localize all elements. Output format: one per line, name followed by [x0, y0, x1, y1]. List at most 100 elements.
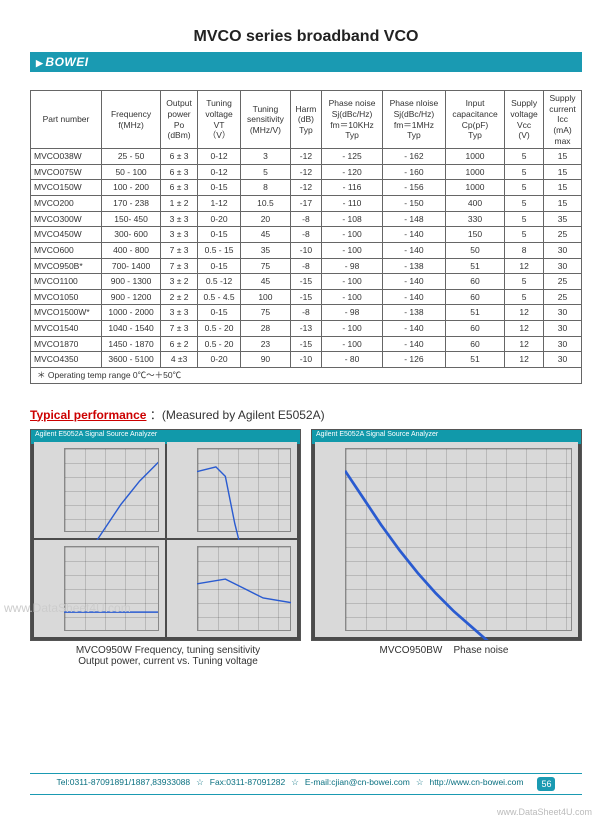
table-cell: 0.5 - 20 — [197, 321, 240, 337]
caption-right-desc: Phase noise — [453, 645, 508, 656]
table-cell: 30 — [544, 336, 582, 352]
table-cell: 330 — [445, 211, 504, 227]
table-cell: MVCO450W — [31, 227, 102, 243]
table-row: MVCO038W25 - 506 ± 30-123-12- 125- 16210… — [31, 149, 582, 165]
table-cell: 51 — [445, 305, 504, 321]
table-cell: 900 - 1300 — [101, 274, 160, 290]
table-cell: 35 — [241, 242, 291, 258]
table-cell: -15 — [290, 336, 321, 352]
table-cell: 3 — [241, 149, 291, 165]
chart-right-body — [315, 442, 578, 637]
table-cell: 23 — [241, 336, 291, 352]
table-cell: 3 ± 3 — [161, 211, 198, 227]
table-cell: 28 — [241, 321, 291, 337]
table-cell: 10.5 — [241, 196, 291, 212]
table-cell: 60 — [445, 336, 504, 352]
page-footer: Tel:0311-87091891/1887,83933088 ☆ Fax:03… — [30, 773, 582, 795]
table-cell: -10 — [290, 242, 321, 258]
table-cell: 50 — [445, 242, 504, 258]
brand-logo: BOWEI — [36, 55, 89, 69]
table-cell: 30 — [544, 258, 582, 274]
table-cell: - 140 — [382, 227, 445, 243]
table-cell: -8 — [290, 227, 321, 243]
table-cell: MVCO1870 — [31, 336, 102, 352]
table-cell: 5 — [241, 164, 291, 180]
table-col-header: Supply voltage Vcc (V) — [505, 91, 544, 149]
table-cell: 5 — [505, 149, 544, 165]
table-cell: 45 — [241, 274, 291, 290]
table-cell: 6 ± 3 — [161, 149, 198, 165]
table-cell: 7 ± 3 — [161, 258, 198, 274]
footer-web: http://www.cn-bowei.com — [429, 777, 523, 791]
table-cell: 12 — [505, 258, 544, 274]
table-cell: - 138 — [382, 258, 445, 274]
table-cell: - 110 — [322, 196, 383, 212]
table-cell: 6 ± 3 — [161, 180, 198, 196]
table-cell: MVCO1540 — [31, 321, 102, 337]
table-cell: 900 - 1200 — [101, 289, 160, 305]
table-cell: - 140 — [382, 242, 445, 258]
chart-left-toprow — [34, 442, 297, 539]
table-cell: 0.5 - 15 — [197, 242, 240, 258]
page-title: MVCO series broadband VCO — [30, 28, 582, 46]
table-cell: 0-20 — [197, 211, 240, 227]
chart-left-panel-tunesens — [167, 540, 298, 637]
table-cell: - 140 — [382, 289, 445, 305]
table-cell: 0-15 — [197, 227, 240, 243]
table-row: MVCO150W100 - 2006 ± 30-158-12- 116- 156… — [31, 180, 582, 196]
table-cell: 0-15 — [197, 258, 240, 274]
table-cell: 50 - 100 — [101, 164, 160, 180]
table-col-header: Frequency f(MHz) — [101, 91, 160, 149]
chart-left-body — [34, 442, 297, 637]
table-cell: - 125 — [322, 149, 383, 165]
table-cell: 100 - 200 — [101, 180, 160, 196]
table-cell: - 80 — [322, 352, 383, 368]
caption-right-name: MVCO950BW — [380, 645, 443, 656]
table-cell: - 120 — [322, 164, 383, 180]
table-cell: 5 — [505, 274, 544, 290]
title-row: MVCO series broadband VCO BOWEI — [30, 28, 582, 72]
table-cell: 25 — [544, 227, 582, 243]
table-cell: 90 — [241, 352, 291, 368]
table-cell: 60 — [445, 274, 504, 290]
chart-left-panel-freq — [34, 442, 165, 539]
table-cell: 7 ± 3 — [161, 321, 198, 337]
caption-left: MVCO950W Frequency, tuning sensitivity O… — [30, 645, 306, 667]
table-cell: 0.5 - 4.5 — [197, 289, 240, 305]
table-cell: -13 — [290, 321, 321, 337]
page-number: 56 — [537, 777, 555, 791]
table-cell: - 140 — [382, 274, 445, 290]
table-col-header: Part number — [31, 91, 102, 149]
table-cell: 30 — [544, 321, 582, 337]
table-cell: 51 — [445, 352, 504, 368]
table-cell: - 160 — [382, 164, 445, 180]
table-cell: 4 ±3 — [161, 352, 198, 368]
table-row: MVCO18701450 - 18706 ± 20.5 - 2023-15- 1… — [31, 336, 582, 352]
table-cell: -15 — [290, 274, 321, 290]
table-cell: -12 — [290, 180, 321, 196]
table-col-header: Output power Po (dBm) — [161, 91, 198, 149]
table-cell: 300- 600 — [101, 227, 160, 243]
table-cell: - 148 — [382, 211, 445, 227]
table-cell: MVCO950B* — [31, 258, 102, 274]
table-cell: 0.5 - 20 — [197, 336, 240, 352]
table-cell: 1000 — [445, 180, 504, 196]
spec-table: Part numberFrequency f(MHz)Output power … — [30, 90, 582, 384]
table-body: MVCO038W25 - 506 ± 30-123-12- 125- 16210… — [31, 149, 582, 368]
chart-captions: MVCO950W Frequency, tuning sensitivity O… — [30, 645, 582, 667]
table-cell: 30 — [544, 242, 582, 258]
table-cell: 1000 — [445, 164, 504, 180]
table-cell: - 150 — [382, 196, 445, 212]
chart-left: Agilent E5052A Signal Source Analyzer — [30, 429, 301, 641]
table-row: MVCO600400 - 8007 ± 30.5 - 1535-10- 100-… — [31, 242, 582, 258]
caption-right: MVCO950BW Phase noise — [306, 645, 582, 667]
table-cell: 1450 - 1870 — [101, 336, 160, 352]
table-cell: -10 — [290, 352, 321, 368]
table-cell: MVCO1100 — [31, 274, 102, 290]
table-cell: - 108 — [322, 211, 383, 227]
table-cell: 5 — [505, 180, 544, 196]
table-cell: 15 — [544, 196, 582, 212]
typical-performance-label: Typical performance ：(Measured by Agilen… — [30, 406, 582, 423]
table-cell: - 100 — [322, 227, 383, 243]
table-cell: -12 — [290, 164, 321, 180]
